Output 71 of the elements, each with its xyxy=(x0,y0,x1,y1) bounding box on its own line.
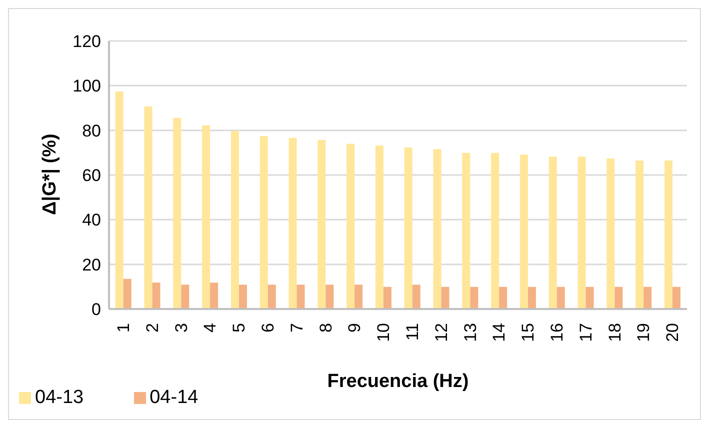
x-tick-label: 4 xyxy=(200,323,220,332)
bar xyxy=(230,130,239,309)
bar xyxy=(318,140,326,309)
bar xyxy=(354,284,363,309)
bar xyxy=(202,125,210,309)
x-tick-label: 10 xyxy=(374,323,394,342)
y-tick-label: 100 xyxy=(72,76,101,96)
bar xyxy=(433,149,442,309)
bar xyxy=(238,284,247,309)
bar xyxy=(260,136,268,309)
bar xyxy=(268,284,276,309)
bar xyxy=(210,282,218,309)
x-tick-label: 8 xyxy=(316,323,336,332)
y-tick-label: 60 xyxy=(82,166,101,186)
x-tick-label: 19 xyxy=(634,323,654,342)
bar xyxy=(383,286,392,309)
bar xyxy=(296,284,305,309)
bar xyxy=(664,160,672,309)
bar xyxy=(636,160,644,309)
x-tick-label: 18 xyxy=(605,323,624,342)
x-tick-label: 14 xyxy=(490,323,509,342)
x-tick-label: 20 xyxy=(663,323,682,342)
x-tick-label: 9 xyxy=(345,323,364,332)
bar xyxy=(491,152,500,309)
bar xyxy=(499,286,508,309)
y-tick-label: 20 xyxy=(82,255,101,274)
bar xyxy=(181,284,190,309)
bar xyxy=(586,286,594,309)
x-tick-label: 1 xyxy=(114,323,133,332)
bar xyxy=(412,284,420,309)
bar xyxy=(123,278,132,309)
x-tick-label: 6 xyxy=(258,323,278,332)
bar xyxy=(556,286,565,309)
x-tick-label: 15 xyxy=(518,323,538,342)
y-tick-label: 120 xyxy=(72,32,101,52)
y-tick-label: 80 xyxy=(82,121,101,140)
bar xyxy=(520,154,528,309)
bar xyxy=(326,284,334,309)
bar xyxy=(606,158,615,309)
legend-label: 04-14 xyxy=(150,387,198,408)
x-tick-label: 3 xyxy=(172,323,191,332)
bar xyxy=(404,148,412,309)
bar xyxy=(672,286,680,309)
y-tick-label: 0 xyxy=(92,300,101,320)
bar xyxy=(144,106,152,309)
bar xyxy=(173,118,182,309)
bar xyxy=(115,91,124,309)
bar xyxy=(528,286,536,309)
x-tick-label: 13 xyxy=(460,323,480,342)
y-tick-label: 40 xyxy=(82,210,101,230)
bar xyxy=(441,286,450,309)
y-axis-title: Δ|G*| (%) xyxy=(40,134,61,215)
bar xyxy=(470,286,478,309)
bar xyxy=(578,156,586,309)
x-axis-title: Frecuencia (Hz) xyxy=(327,371,469,392)
x-tick-label: 2 xyxy=(142,323,162,332)
x-tick-label: 16 xyxy=(547,323,566,342)
x-tick-label: 7 xyxy=(287,323,306,332)
x-tick-label: 12 xyxy=(432,323,451,342)
bar xyxy=(288,138,297,309)
bar xyxy=(644,286,652,309)
bar xyxy=(614,286,623,309)
x-tick-label: 5 xyxy=(230,323,249,332)
bar xyxy=(346,144,355,309)
legend-label: 04-13 xyxy=(35,387,84,408)
bar xyxy=(462,152,470,309)
bar xyxy=(375,146,384,309)
x-tick-label: 17 xyxy=(576,323,596,342)
bar xyxy=(152,282,160,309)
x-tick-label: 11 xyxy=(402,323,422,341)
bar xyxy=(548,156,557,309)
